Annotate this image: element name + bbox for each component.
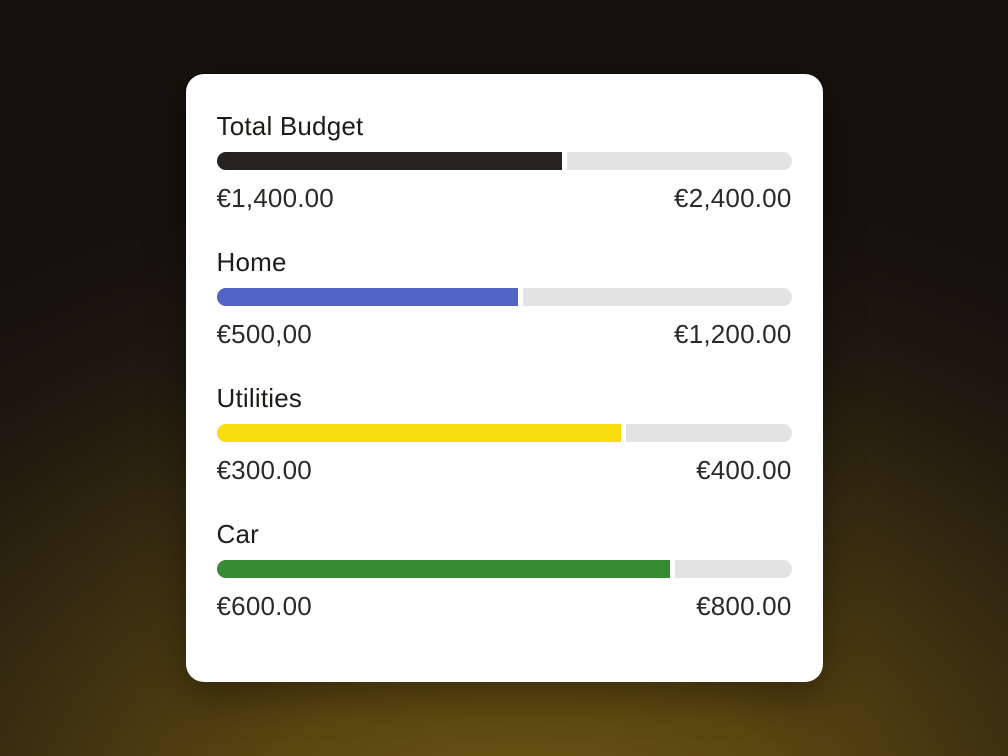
- progress-track: [216, 288, 792, 306]
- budget-item-home: Home €500,00 €1,200.00: [216, 246, 792, 350]
- progress-track: [216, 560, 792, 578]
- total-amount: €1,200.00: [674, 319, 792, 349]
- spent-amount: €500,00: [216, 319, 312, 349]
- budget-item-label: Car: [216, 519, 259, 549]
- budget-item-total-budget: Total Budget €1,400.00 €2,400.00: [216, 110, 792, 214]
- budget-values: €500,00 €1,200.00: [217, 318, 792, 350]
- progress-fill: [216, 560, 675, 578]
- spent-amount: €300.00: [216, 455, 312, 485]
- progress-fill: [216, 288, 523, 306]
- budget-item-label: Utilities: [216, 383, 303, 413]
- progress-fill: [216, 424, 627, 442]
- budget-item-car: Car €600.00 €800.00: [216, 518, 792, 622]
- budget-values: €600.00 €800.00: [217, 590, 792, 622]
- budget-card: Total Budget €1,400.00 €2,400.00 Home €5…: [185, 74, 823, 682]
- progress-track: [216, 152, 792, 170]
- budget-item-label: Home: [216, 247, 287, 277]
- budget-values: €300.00 €400.00: [217, 454, 792, 486]
- total-amount: €800.00: [696, 591, 792, 621]
- spent-amount: €600.00: [216, 591, 312, 621]
- progress-track: [216, 424, 792, 442]
- total-amount: €400.00: [696, 455, 792, 485]
- spent-amount: €1,400.00: [216, 183, 334, 213]
- budget-item-utilities: Utilities €300.00 €400.00: [216, 382, 792, 486]
- progress-fill: [216, 152, 568, 170]
- budget-values: €1,400.00 €2,400.00: [217, 182, 792, 214]
- budget-item-label: Total Budget: [216, 111, 364, 141]
- total-amount: €2,400.00: [674, 183, 792, 213]
